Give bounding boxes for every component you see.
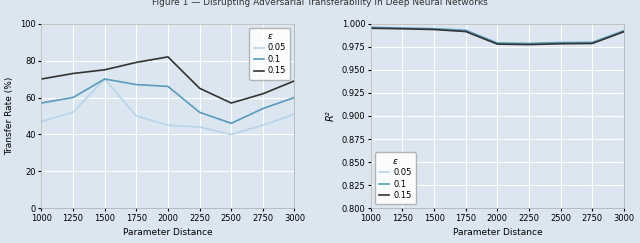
0.15 (430, 28, 438, 31)
0.1 (227, 122, 235, 125)
0.15 (367, 27, 374, 30)
0.15 (196, 87, 204, 90)
0.1 (588, 41, 596, 44)
0.15 (557, 42, 564, 45)
0.1 (69, 96, 77, 99)
0.15 (620, 30, 628, 33)
0.1 (525, 42, 533, 45)
0.15 (399, 27, 406, 30)
Line: 0.15: 0.15 (42, 57, 294, 103)
Line: 0.05: 0.05 (42, 79, 294, 134)
Text: Figure 1 — Disrupting Adversarial Transferability in Deep Neural Networks: Figure 1 — Disrupting Adversarial Transf… (152, 0, 488, 7)
0.15 (493, 43, 501, 46)
Line: 0.1: 0.1 (42, 79, 294, 123)
0.05 (493, 42, 501, 45)
0.05 (557, 42, 564, 44)
0.1 (132, 83, 140, 86)
X-axis label: Parameter Distance: Parameter Distance (123, 228, 212, 237)
0.05 (164, 124, 172, 127)
0.15 (259, 92, 267, 95)
0.15 (101, 68, 109, 71)
0.15 (132, 61, 140, 64)
0.1 (399, 26, 406, 29)
0.1 (38, 102, 45, 104)
0.1 (620, 29, 628, 32)
Legend: 0.05, 0.1, 0.15: 0.05, 0.1, 0.15 (250, 28, 291, 80)
Line: 0.15: 0.15 (371, 28, 624, 44)
Y-axis label: Transfer Rate (%): Transfer Rate (%) (6, 77, 15, 155)
Legend: 0.05, 0.1, 0.15: 0.05, 0.1, 0.15 (375, 152, 416, 204)
0.1 (291, 96, 298, 99)
0.1 (430, 27, 438, 30)
0.05 (132, 114, 140, 117)
0.15 (291, 79, 298, 82)
0.05 (259, 124, 267, 127)
0.1 (462, 29, 470, 32)
0.1 (493, 42, 501, 44)
0.05 (588, 41, 596, 44)
0.05 (525, 43, 533, 45)
0.15 (227, 102, 235, 104)
0.1 (367, 26, 374, 29)
0.05 (38, 120, 45, 123)
0.05 (69, 111, 77, 114)
0.1 (101, 78, 109, 80)
0.15 (525, 43, 533, 46)
Line: 0.1: 0.1 (371, 27, 624, 43)
0.05 (462, 30, 470, 33)
Y-axis label: R²: R² (326, 111, 336, 121)
0.15 (164, 55, 172, 58)
X-axis label: Parameter Distance: Parameter Distance (452, 228, 542, 237)
0.05 (620, 30, 628, 33)
Line: 0.05: 0.05 (371, 28, 624, 44)
0.05 (399, 27, 406, 30)
0.1 (557, 41, 564, 44)
0.05 (367, 26, 374, 29)
0.05 (430, 28, 438, 31)
0.05 (227, 133, 235, 136)
0.1 (259, 107, 267, 110)
0.15 (69, 72, 77, 75)
0.15 (588, 42, 596, 45)
0.1 (164, 85, 172, 88)
0.05 (291, 113, 298, 116)
0.15 (38, 78, 45, 80)
0.15 (462, 30, 470, 33)
0.05 (196, 126, 204, 129)
0.1 (196, 111, 204, 114)
0.05 (101, 78, 109, 80)
